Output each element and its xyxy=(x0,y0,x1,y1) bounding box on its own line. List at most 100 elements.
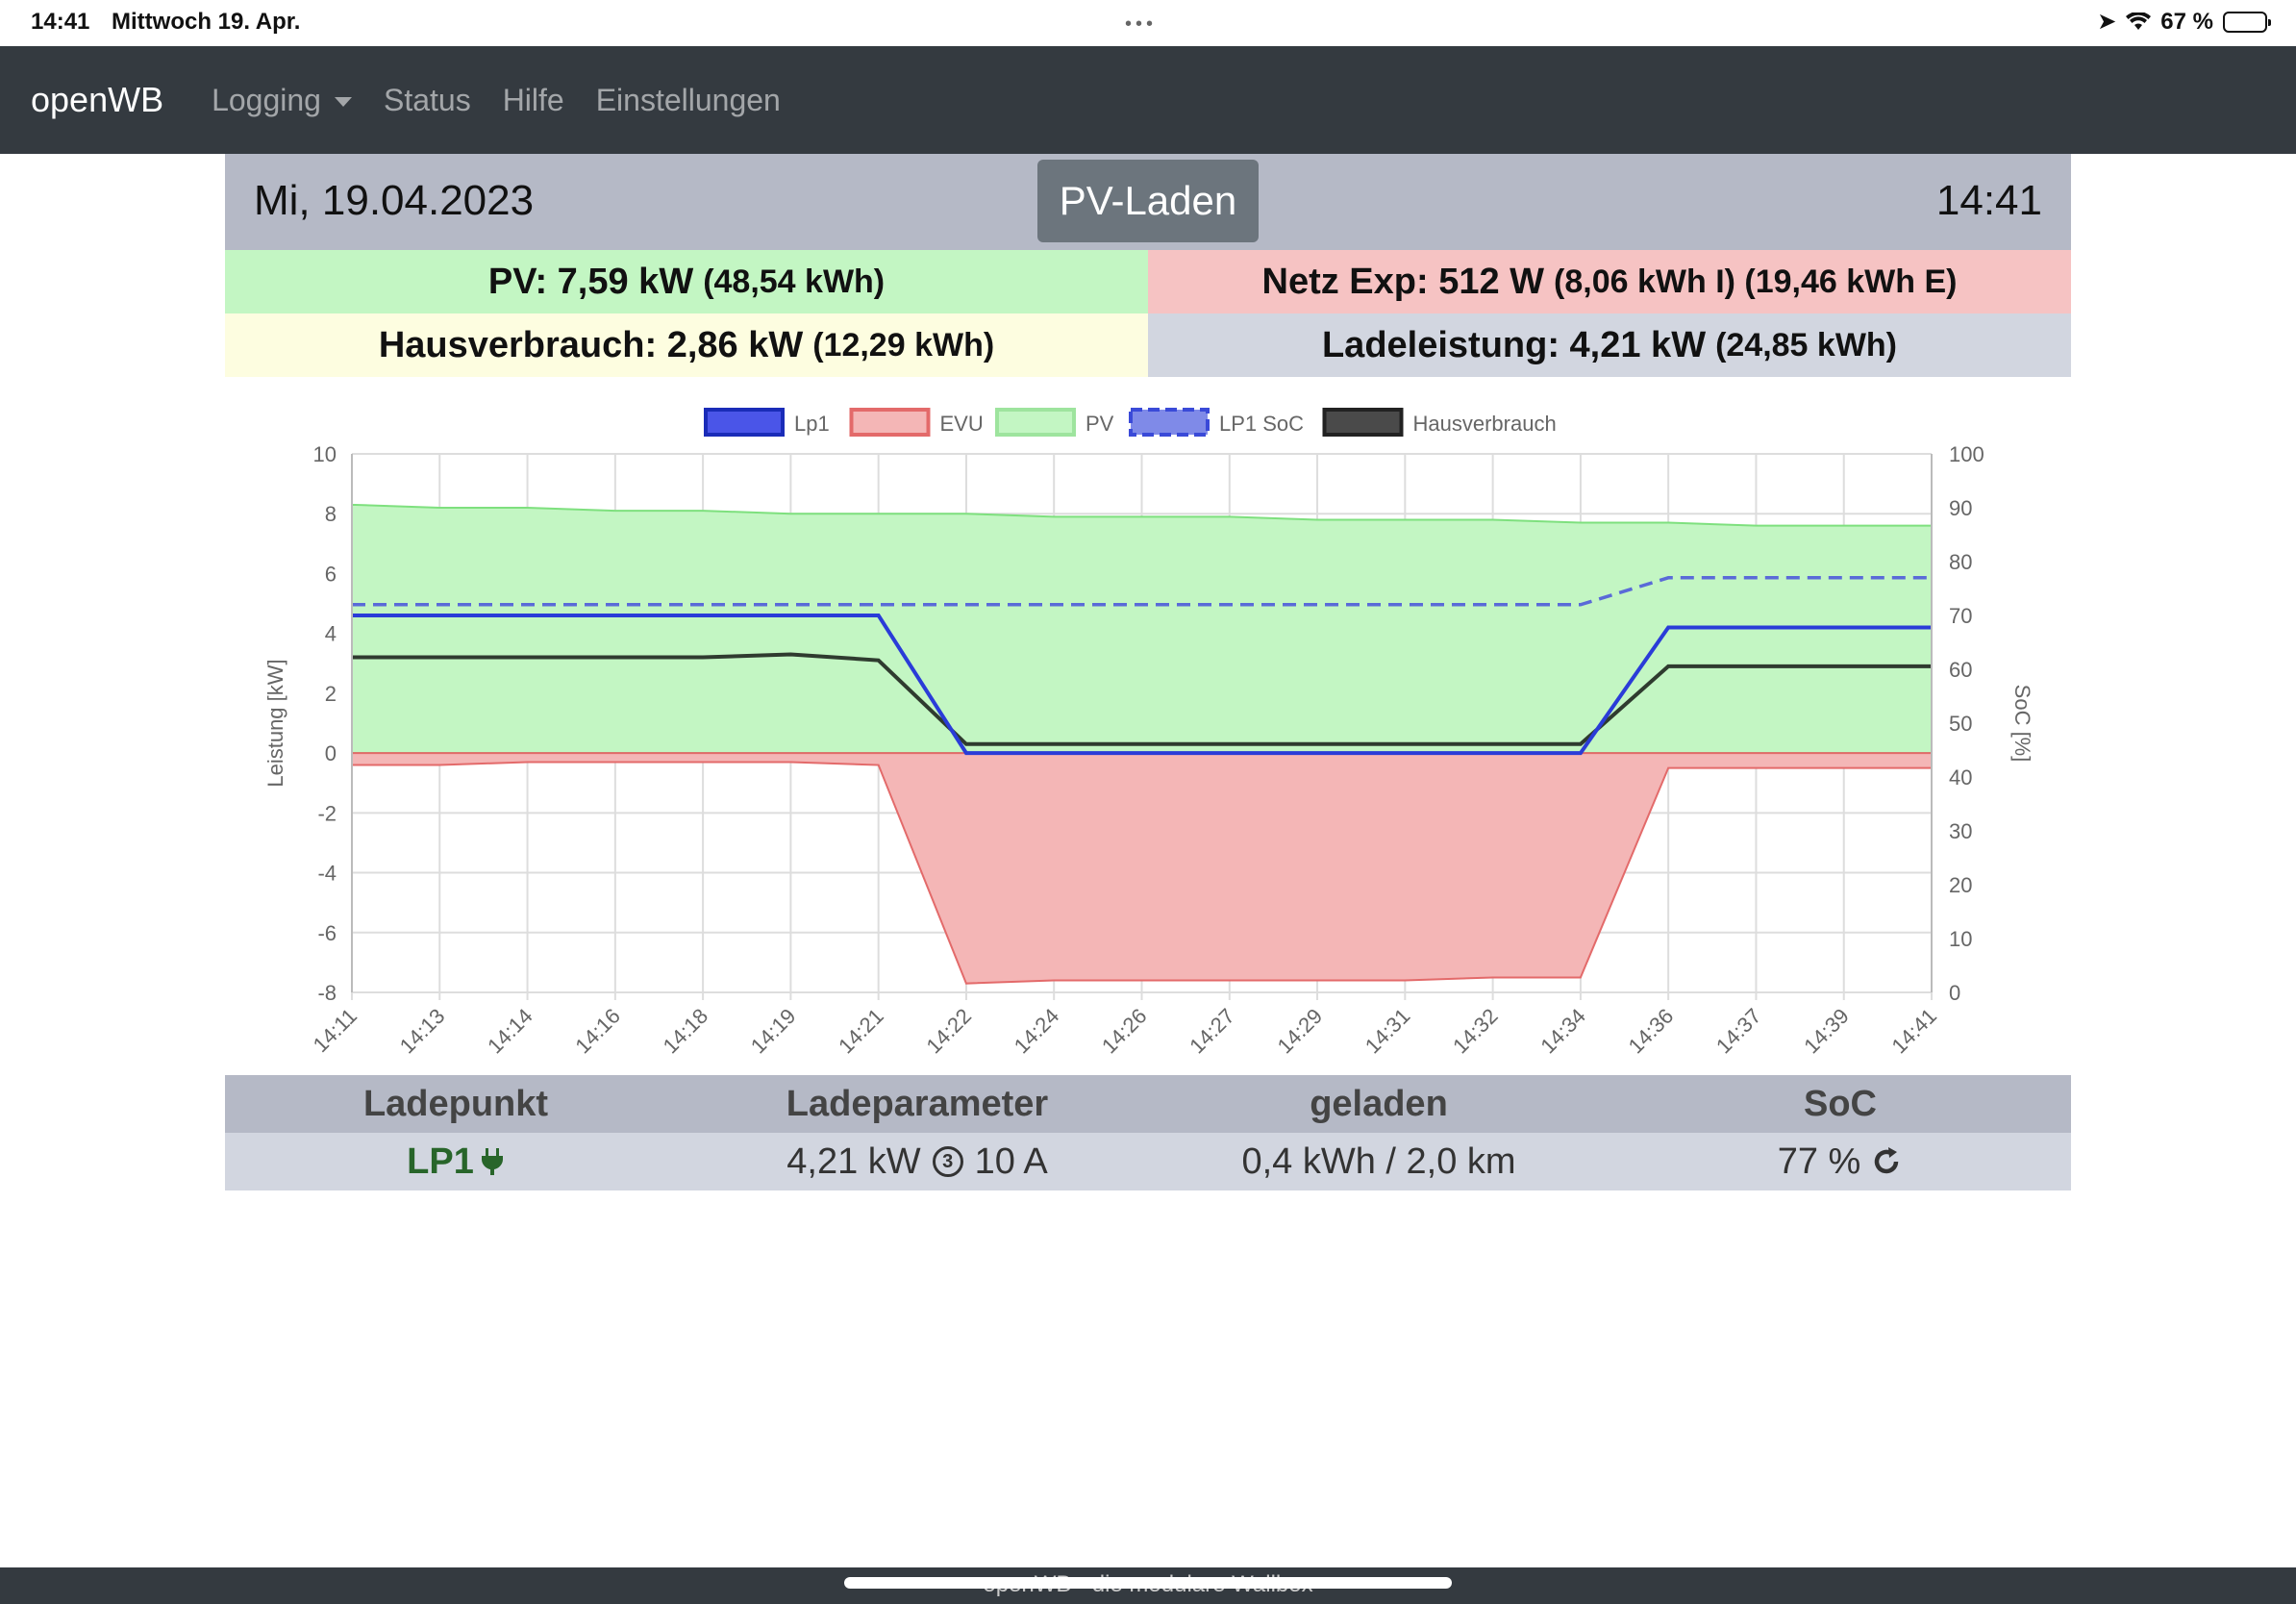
lade-value: Ladeleistung: 4,21 kW xyxy=(1321,324,1707,365)
x-tick-label: 14:19 xyxy=(746,1004,801,1059)
lade-summary: Ladeleistung: 4,21 kW (24,85 kWh) xyxy=(1148,313,2071,377)
y-tick-label: 8 xyxy=(325,502,337,526)
series-evu-area xyxy=(351,752,1933,985)
power-chart[interactable]: 10 8 6 4 2 0 -2 -4 -6 -8 100 90 80 70 60 50 40 30 20 10 0 14:… xyxy=(225,377,2071,1075)
x-tick-label: 14:14 xyxy=(483,1004,537,1059)
x-tick-label: 14:39 xyxy=(1799,1004,1854,1059)
pv-value: PV: 7,59 kW xyxy=(487,261,694,302)
charge-mode-button[interactable]: PV-Laden xyxy=(1037,160,1259,242)
legend-label: PV xyxy=(1086,412,1114,436)
lp1-label: LP1 xyxy=(407,1140,474,1182)
battery-percentage: 67 % xyxy=(2160,8,2213,35)
y-tick-label: -2 xyxy=(317,801,337,825)
legend-swatch-lp1-soc xyxy=(1129,408,1210,437)
x-tick-label: 14:37 xyxy=(1711,1004,1766,1059)
y-tick-label: 0 xyxy=(325,741,337,765)
series-pv-area xyxy=(351,503,1933,755)
legend-swatch-evu xyxy=(849,408,931,437)
x-tick-label: 14:18 xyxy=(659,1004,713,1059)
wifi-icon xyxy=(2126,12,2152,30)
x-tick-label: 14:24 xyxy=(1010,1004,1064,1059)
netz-summary: Netz Exp: 512 W (8,06 kWh I) (19,46 kWh … xyxy=(1148,250,2071,313)
y2-tick-label: 100 xyxy=(1949,442,1984,466)
header-date: Mi, 19.04.2023 xyxy=(254,177,535,224)
legend-swatch-pv xyxy=(995,408,1076,437)
legend-swatch-lp1 xyxy=(704,408,785,437)
plug-icon xyxy=(481,1148,503,1175)
header-bar: Mi, 19.04.2023 PV-Laden 14:41 xyxy=(225,154,2071,250)
netz-value: Netz Exp: 512 W xyxy=(1261,261,1545,302)
series-lp1-soc-line xyxy=(352,576,1932,607)
x-tick-label: 14:36 xyxy=(1624,1004,1679,1059)
th-soc: SoC xyxy=(1804,1083,1877,1124)
x-tick-label: 14:21 xyxy=(834,1004,888,1059)
chart-svg[interactable]: 1086420-2-4-6-8100908070605040302010014:… xyxy=(225,377,2071,1075)
y2-tick-label: 50 xyxy=(1949,712,1972,736)
refresh-icon[interactable] xyxy=(1870,1145,1903,1178)
x-tick-label: 14:29 xyxy=(1273,1004,1328,1059)
pv-energy: (48,54 kWh) xyxy=(703,263,886,300)
charge-current: 10 A xyxy=(974,1140,1048,1182)
y2-tick-label: 10 xyxy=(1949,927,1972,951)
caret-down-icon xyxy=(334,97,352,107)
phase-count-icon: 3 xyxy=(932,1146,963,1177)
brand-logo[interactable]: openWB xyxy=(31,80,164,119)
cell-geladen: 0,4 kWh / 2,0 km xyxy=(1241,1140,1516,1182)
y2-tick-label: 90 xyxy=(1949,496,1972,520)
netz-energy: (8,06 kWh I) (19,46 kWh E) xyxy=(1554,263,1958,300)
series-lp1-line xyxy=(352,614,1932,756)
x-tick-label: 14:31 xyxy=(1360,1004,1415,1059)
x-tick-label: 14:11 xyxy=(309,1004,362,1057)
table-header: Ladepunkt Ladeparameter geladen SoC xyxy=(225,1075,2071,1133)
y2-tick-label: 70 xyxy=(1949,604,1972,628)
nav-logging-label: Logging xyxy=(212,82,321,117)
y-tick-label: -6 xyxy=(317,921,337,945)
lp1-link[interactable]: LP1 xyxy=(407,1141,505,1183)
x-tick-label: 14:32 xyxy=(1448,1004,1503,1059)
ios-status-bar: 14:41 Mittwoch 19. Apr. ••• ➤ 67 % xyxy=(0,0,2296,46)
y2-axis-label: SoC [%] xyxy=(2010,685,2034,763)
legend-label: EVU xyxy=(940,412,984,436)
multitask-dots-icon[interactable]: ••• xyxy=(1125,13,1158,35)
th-geladen: geladen xyxy=(1310,1083,1448,1124)
y-tick-label: 2 xyxy=(325,682,337,706)
lade-energy: (24,85 kWh) xyxy=(1715,326,1898,363)
nav-hilfe[interactable]: Hilfe xyxy=(502,82,564,117)
main-content: Mi, 19.04.2023 PV-Laden 14:41 PV: 7,59 k… xyxy=(225,154,2071,1190)
nav-logging-dropdown[interactable]: Logging xyxy=(212,83,352,118)
y-axis-label: Leistung [kW] xyxy=(263,659,287,787)
th-ladepunkt: Ladepunkt xyxy=(362,1083,549,1124)
home-indicator[interactable] xyxy=(844,1577,1452,1589)
x-tick-label: 14:27 xyxy=(1185,1004,1239,1059)
cell-ladepunkt: LP1 xyxy=(225,1133,686,1190)
status-time: 14:41 xyxy=(31,9,90,35)
soc-value: 77 % xyxy=(1777,1140,1861,1182)
pv-summary: PV: 7,59 kW (48,54 kWh) xyxy=(225,250,1148,313)
y2-tick-label: 0 xyxy=(1949,981,1960,1005)
y-tick-label: 10 xyxy=(313,442,337,466)
location-icon: ➤ xyxy=(2097,9,2117,35)
legend-label: LP1 SoC xyxy=(1219,412,1304,436)
th-ladeparameter: Ladeparameter xyxy=(786,1083,1049,1124)
legend-swatch-hausverbrauch xyxy=(1322,408,1404,437)
y2-tick-label: 40 xyxy=(1949,765,1972,789)
x-tick-label: 14:41 xyxy=(1887,1004,1942,1059)
y-tick-label: 4 xyxy=(325,622,337,646)
series-hausverbrauch-line xyxy=(352,652,1932,746)
nav-einstellungen[interactable]: Einstellungen xyxy=(595,82,781,117)
header-time: 14:41 xyxy=(1935,177,2042,224)
y-tick-label: -8 xyxy=(317,981,337,1005)
x-tick-label: 14:13 xyxy=(395,1004,450,1059)
y-tick-label: -4 xyxy=(317,862,337,886)
haus-energy: (12,29 kWh) xyxy=(812,326,995,363)
x-tick-label: 14:22 xyxy=(921,1004,976,1059)
status-date: Mittwoch 19. Apr. xyxy=(112,9,301,35)
battery-icon xyxy=(2223,11,2271,33)
y2-tick-label: 80 xyxy=(1949,550,1972,574)
cell-soc: 77 % xyxy=(1610,1133,2071,1190)
table-row[interactable]: LP1 4,21 kW 3 10 A 0,4 kWh / 2,0 km 77 % xyxy=(225,1133,2071,1190)
chargepoint-table: Ladepunkt Ladeparameter geladen SoC LP1 … xyxy=(225,1075,2071,1190)
nav-status[interactable]: Status xyxy=(383,82,471,117)
legend-label: Hausverbrauch xyxy=(1413,412,1557,436)
cell-ladeparameter: 4,21 kW 3 10 A xyxy=(686,1133,1148,1190)
